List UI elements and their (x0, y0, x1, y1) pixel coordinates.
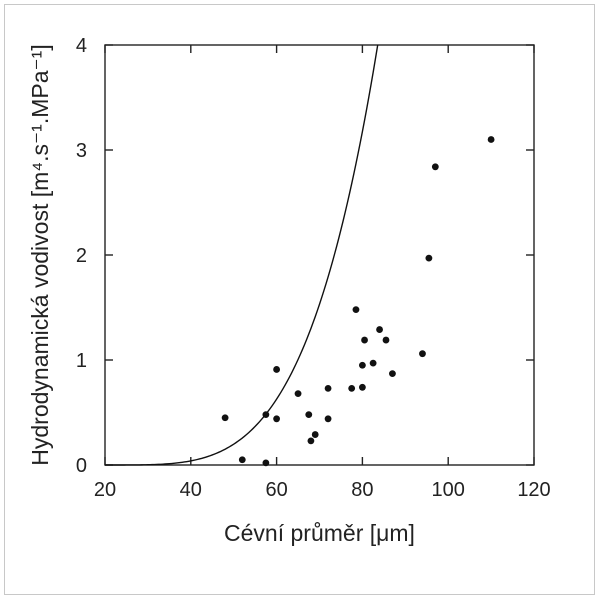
data-point (221, 414, 229, 422)
x-tick-label: 100 (432, 479, 465, 501)
fit-curve (105, 44, 379, 466)
x-axis: 20 40 60 80 100 120 (94, 45, 551, 501)
data-point (273, 415, 280, 423)
y-tick-label: 3 (76, 140, 87, 162)
data-point (359, 383, 366, 391)
data-point (352, 306, 360, 313)
data-point (382, 336, 390, 344)
y-tick-label: 2 (76, 245, 87, 267)
data-point (487, 136, 495, 143)
data-point (294, 390, 302, 397)
data-point (273, 366, 280, 373)
data-point (324, 384, 332, 392)
data-point (238, 456, 246, 464)
y-axis-title: Hydrodynamická vodivost [m⁴.s⁻¹.MPa⁻¹] (27, 44, 53, 465)
data-point (359, 361, 366, 369)
data-point (431, 163, 439, 171)
plot-border (104, 44, 535, 466)
y-tick-label: 4 (76, 35, 87, 57)
data-point (348, 384, 356, 392)
chart-frame (4, 4, 595, 595)
x-tick-label: 120 (517, 479, 550, 501)
data-point (262, 459, 270, 467)
x-tick-label: 20 (94, 479, 116, 501)
y-tick-label: 1 (76, 350, 87, 372)
plot-area: 20 40 60 80 100 120 0 1 2 3 4 (76, 35, 551, 501)
data-point (324, 415, 332, 423)
data-point (376, 326, 383, 333)
x-tick-label: 60 (265, 479, 287, 501)
data-point (361, 336, 368, 344)
data-point (262, 411, 270, 418)
y-axis: 0 1 2 3 4 (76, 35, 534, 477)
data-point (389, 370, 396, 378)
data-point (369, 359, 377, 367)
data-point (305, 411, 313, 418)
y-tick-label: 0 (76, 455, 87, 477)
data-point (425, 254, 433, 262)
x-axis-title: Cévní průměr [μm] (224, 520, 415, 546)
x-tick-label: 80 (351, 479, 373, 501)
x-tick-label: 40 (180, 479, 202, 501)
data-point (419, 350, 426, 358)
data-point (307, 437, 315, 445)
data-point (311, 431, 319, 438)
data-points (221, 136, 495, 467)
